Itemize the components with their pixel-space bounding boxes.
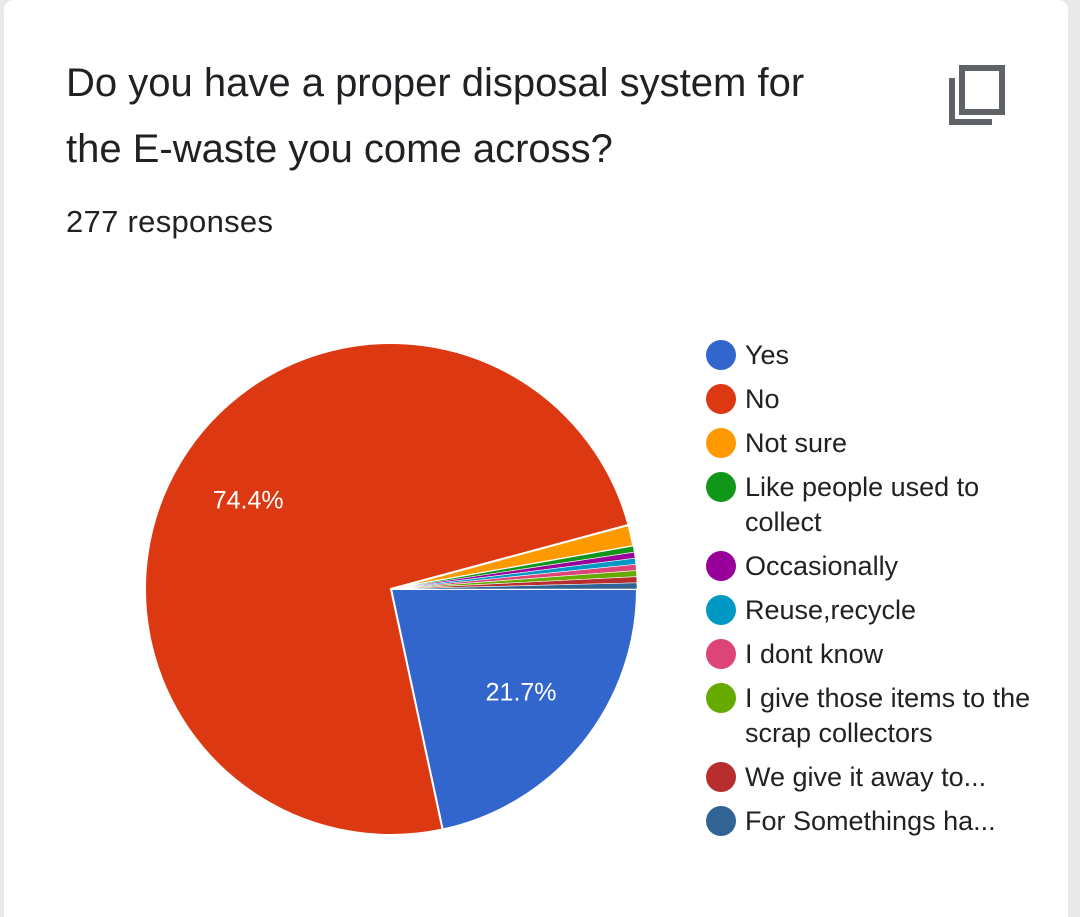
response-count: 277 responses	[66, 204, 274, 239]
legend-item-for-somethings-ha: For Somethings ha...	[706, 804, 1036, 839]
legend-label: We give it away to...	[745, 762, 987, 792]
legend-swatch	[706, 639, 736, 669]
legend-swatch	[706, 428, 736, 458]
legend-swatch	[706, 683, 736, 713]
legend-label: Like people used to collect	[745, 472, 980, 537]
legend-swatch	[706, 595, 736, 625]
legend-item-reuse-recycle: Reuse,recycle	[706, 593, 1036, 628]
legend-label: For Somethings ha...	[745, 806, 996, 836]
legend-item-i-dont-know: I dont know	[706, 637, 1036, 672]
legend-label: I give those items to the scrap collecto…	[745, 683, 1031, 748]
legend-item-no: No	[706, 382, 1036, 417]
chart-legend: Yes No Not sure Like people used to collect…	[706, 338, 1036, 848]
legend-label: Not sure	[745, 428, 848, 458]
legend-swatch	[706, 472, 736, 502]
legend-swatch	[706, 762, 736, 792]
legend-swatch	[706, 384, 736, 414]
copy-icon[interactable]	[940, 60, 1010, 130]
legend-swatch	[706, 340, 736, 370]
legend-swatch	[706, 806, 736, 836]
legend-item-like-people-used-to-collect: Like people used to collect	[706, 470, 1036, 540]
legend-swatch	[706, 551, 736, 581]
legend-label: Yes	[745, 340, 790, 370]
legend-item-not-sure: Not sure	[706, 426, 1036, 461]
legend-item-we-give-it-away-to: We give it away to...	[706, 760, 1036, 795]
legend-label: No	[745, 384, 780, 414]
legend-item-i-give-those-items-to-the-scrap-collectors: I give those items to the scrap collecto…	[706, 681, 1036, 751]
legend-label: Reuse,recycle	[745, 595, 917, 625]
question-title: Do you have a proper disposal system for…	[66, 61, 805, 171]
legend-item-occasionally: Occasionally	[706, 549, 1036, 584]
legend-item-yes: Yes	[706, 338, 1036, 373]
legend-label: I dont know	[745, 639, 884, 669]
legend-label: Occasionally	[745, 551, 899, 581]
